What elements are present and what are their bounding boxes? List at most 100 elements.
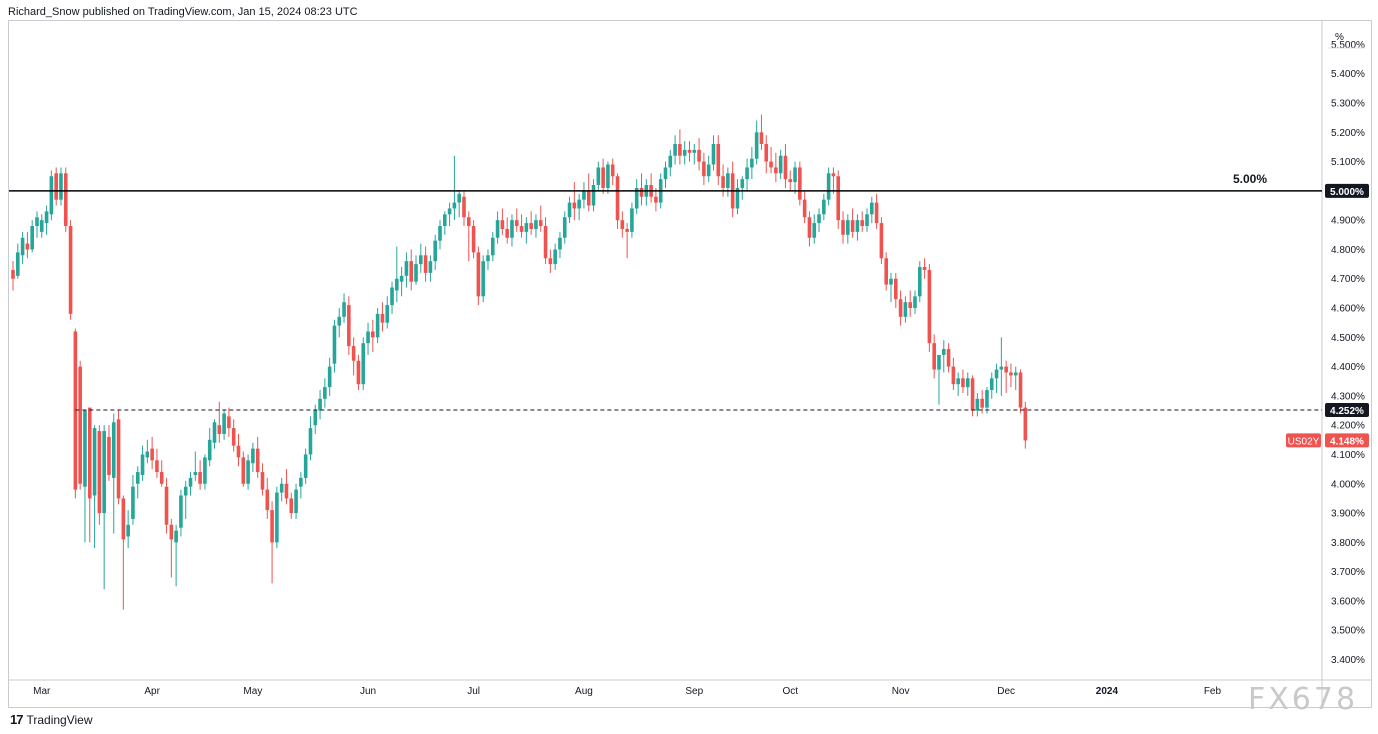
- y-axis-unit-label: %: [1335, 32, 1344, 43]
- candle-body: [25, 243, 30, 250]
- candle-body: [231, 428, 236, 446]
- candle: [836, 170, 841, 229]
- candle: [251, 442, 255, 473]
- candle-body: [625, 228, 629, 232]
- candle-body: [754, 132, 759, 159]
- candle-body: [299, 477, 303, 487]
- price-axis[interactable]: 5.000% 4.252% 3.400% 3.500% 3.600% 3.700% 3.80…: [1286, 32, 1369, 666]
- x-tick-label: Dec: [997, 686, 1015, 697]
- candle-body: [174, 530, 178, 543]
- candle: [706, 155, 711, 183]
- candle: [606, 161, 610, 194]
- time-axis[interactable]: Mar Apr May Jun Jul Aug Sep Oct Nov Dec 2024 Feb: [33, 686, 1221, 697]
- candle: [682, 141, 687, 165]
- candle: [812, 214, 817, 244]
- candle-body: [970, 378, 975, 411]
- candle: [884, 252, 888, 291]
- candle: [59, 167, 63, 206]
- candle: [989, 372, 994, 399]
- candle-body: [726, 173, 730, 188]
- candle: [347, 296, 351, 355]
- candle-body: [347, 305, 351, 347]
- candle-body: [399, 275, 404, 282]
- candle-body: [606, 164, 610, 188]
- candle: [798, 161, 802, 206]
- candle-body: [908, 302, 912, 309]
- candle-body: [682, 149, 687, 156]
- candle-body: [961, 378, 965, 388]
- x-tick-label: Jun: [360, 686, 376, 697]
- candle: [198, 460, 202, 490]
- candle-body: [591, 185, 596, 206]
- candle-body: [831, 173, 836, 177]
- candle-body: [596, 167, 601, 186]
- candle-body: [788, 179, 793, 183]
- candle: [395, 246, 399, 303]
- candle-body: [1004, 366, 1008, 373]
- candle-body: [371, 331, 375, 338]
- candle: [505, 217, 509, 244]
- candle: [586, 173, 591, 212]
- candle-body: [447, 208, 452, 215]
- candle: [769, 146, 773, 174]
- candle: [409, 249, 414, 291]
- candle: [390, 281, 394, 314]
- y-tick-label: 5.100%: [1331, 157, 1365, 168]
- candle-body: [826, 173, 831, 200]
- candle: [145, 439, 150, 464]
- candle: [596, 161, 601, 191]
- last-price-tag: 4.148%: [1325, 433, 1369, 448]
- candle: [543, 217, 548, 265]
- candle: [179, 489, 183, 537]
- candle: [913, 290, 917, 314]
- candle-body: [524, 223, 529, 232]
- candle-body: [73, 331, 78, 490]
- candle: [1009, 363, 1013, 388]
- candle: [11, 261, 15, 291]
- candle-body: [279, 483, 284, 493]
- candle-body: [807, 217, 812, 238]
- candle-body: [663, 167, 668, 180]
- candle-body: [989, 378, 994, 391]
- candle: [870, 196, 874, 224]
- candle: [548, 249, 553, 273]
- candle: [850, 208, 855, 238]
- tradingview-logo[interactable]: 17 TradingView: [10, 712, 93, 727]
- y-tick-label: 3.800%: [1331, 538, 1365, 549]
- candle-body: [510, 220, 514, 238]
- candle-body: [361, 343, 366, 385]
- candle-body: [30, 226, 34, 250]
- candle: [476, 246, 481, 306]
- y-tick-label: 4.600%: [1331, 304, 1365, 315]
- candle: [222, 410, 226, 440]
- candle: [419, 243, 423, 273]
- candle: [294, 483, 298, 519]
- candle-body: [337, 316, 342, 326]
- x-tick-label: Jul: [467, 686, 480, 697]
- candle-body: [356, 360, 361, 385]
- candle-body: [745, 167, 749, 180]
- candle-body: [102, 431, 106, 514]
- candle-body: [188, 477, 193, 487]
- candle-body: [553, 249, 557, 265]
- candle: [116, 410, 121, 505]
- candle: [860, 211, 865, 232]
- candle-body: [246, 460, 250, 484]
- candle: [159, 460, 164, 487]
- candle-body: [548, 258, 553, 265]
- candle-body: [1023, 407, 1028, 441]
- candle: [97, 425, 102, 525]
- candle: [428, 255, 433, 282]
- candle: [260, 463, 265, 496]
- candle: [217, 401, 222, 443]
- candle: [318, 390, 322, 420]
- candle-body: [419, 255, 423, 265]
- candle: [404, 252, 409, 288]
- candle-body: [822, 199, 826, 215]
- candle-body: [404, 261, 409, 276]
- candle: [893, 272, 898, 309]
- candle: [865, 208, 869, 232]
- candle-body: [812, 223, 817, 238]
- candle-body: [217, 425, 222, 434]
